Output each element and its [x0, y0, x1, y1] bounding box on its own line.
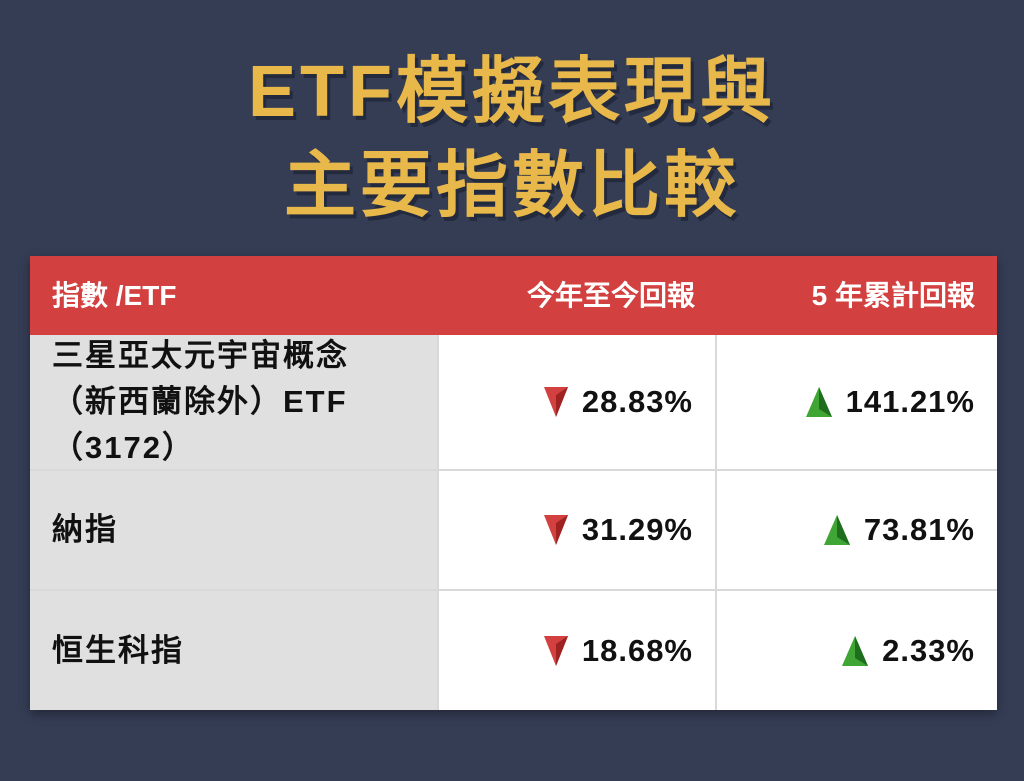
cell: 18.68%: [439, 591, 715, 710]
value: 73.81%: [863, 512, 975, 547]
row-name: 納指: [30, 471, 437, 589]
down-arrow: [543, 515, 568, 545]
row-name: 三星亞太元宇宙概念（新西蘭除外）ETF（3172）: [30, 335, 437, 469]
value: 31.29%: [581, 512, 693, 547]
title-line: 主要指數比較: [283, 146, 740, 226]
up-arrow: [805, 387, 832, 417]
title-line: ETF模擬表現與: [248, 52, 776, 132]
column-header: 指數 /ETF: [52, 280, 177, 311]
cell: 73.81%: [717, 471, 997, 589]
up-arrow: [842, 635, 869, 666]
column-header: 5 年累計回報: [811, 280, 975, 311]
cell: 2.33%: [717, 591, 997, 710]
column-header: 今年至今回報: [526, 280, 695, 311]
cell: 31.29%: [439, 471, 715, 589]
row-name: 恒生科指: [30, 591, 437, 710]
value: 141.21%: [845, 384, 975, 419]
value: 2.33%: [882, 632, 975, 668]
cell: 141.21%: [717, 335, 997, 469]
value: 18.68%: [581, 632, 693, 668]
cell: 28.83%: [439, 335, 715, 469]
table-header: 指數 /ETF 今年至今回報 5 年累計回報: [30, 256, 997, 335]
up-arrow: [823, 515, 850, 545]
down-arrow: [543, 635, 568, 666]
table: 指數 /ETF 今年至今回報 5 年累計回報 三星亞太元宇宙概念（新西蘭除外）E…: [30, 256, 997, 710]
value: 28.83%: [581, 384, 693, 419]
down-arrow: [543, 387, 568, 417]
